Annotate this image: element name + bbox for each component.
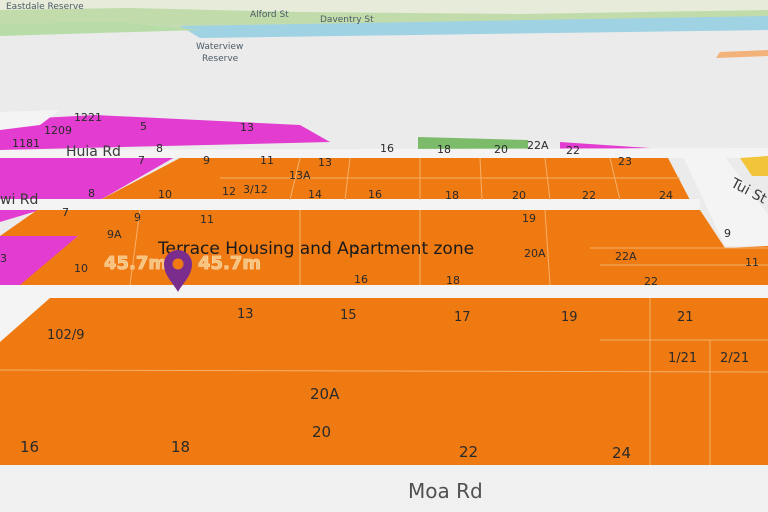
road-moa [0, 465, 768, 512]
street-label-daventry: Daventry St [320, 15, 374, 25]
road-diagonal [0, 298, 50, 342]
lot-number: 18 [445, 189, 459, 202]
lot-number: 22 [582, 189, 596, 202]
lot-number: 1209 [44, 124, 72, 137]
lot-number: 13 [240, 121, 254, 134]
lot-number: 16 [20, 438, 39, 456]
place-label-waterview: Waterview [196, 42, 243, 52]
background-reserve [0, 22, 200, 36]
lot-number: 22 [459, 443, 478, 461]
lot-number: 1181 [12, 137, 40, 150]
lot-number: 2/21 [720, 351, 749, 366]
mixed-zone-bottom [0, 236, 78, 292]
lot-number: 15 [340, 308, 357, 323]
lot-number: 22 [644, 275, 658, 288]
lot-number: 13A [289, 169, 311, 182]
lot-number: 23 [618, 155, 632, 168]
lot-number: 5 [140, 120, 147, 133]
lot-number: 20 [494, 143, 508, 156]
lot-number: 16 [354, 273, 368, 286]
thab-block-3 [0, 295, 768, 465]
lot-number: 19 [522, 212, 536, 225]
road-curve [0, 110, 60, 130]
lot-number: 9 [134, 211, 141, 224]
lot-number: 8 [156, 142, 163, 155]
lot-number: 22A [615, 250, 637, 263]
road-kiwi [0, 199, 700, 210]
lot-number: 7 [62, 206, 69, 219]
lot-number: 18 [446, 274, 460, 287]
lot-number: 18 [437, 143, 451, 156]
lot-number: 21 [677, 310, 694, 325]
lot-number: 13 [237, 307, 254, 322]
lot-number: 20 [312, 423, 331, 441]
background-zone-strip [716, 50, 768, 58]
lot-number: 20A [310, 385, 340, 403]
lot-number: 13 [318, 156, 332, 169]
place-label-reserve: Reserve [202, 54, 239, 64]
lot-number: 9A [107, 228, 122, 241]
lot-number: 8 [88, 187, 95, 200]
lot-number: 3/12 [243, 183, 268, 196]
lot-number: 1/21 [668, 351, 697, 366]
lot-boundaries [0, 157, 768, 465]
measurement-label-right: 45.7m [198, 253, 261, 274]
thab-block-1 [100, 158, 690, 200]
lot-number: 24 [659, 189, 673, 202]
location-pin-icon[interactable] [164, 250, 192, 292]
lot-number: 10 [158, 188, 172, 201]
mixed-zone-left [0, 157, 175, 200]
lot-number: 9 [203, 154, 210, 167]
water-inlet [180, 16, 768, 38]
street-label-kiwi: wi Rd [0, 192, 38, 208]
street-label-huia: Huia Rd [66, 144, 121, 160]
lot-number: 22 [566, 144, 580, 157]
open-space-zone [418, 137, 528, 152]
lot-number: 7 [138, 154, 145, 167]
lot-number: 11 [745, 256, 759, 269]
road-middle [0, 285, 768, 298]
thab-block-2 [0, 208, 768, 285]
measurement-label-left: 45.7m [104, 253, 167, 274]
business-zone-corner [740, 156, 768, 176]
lot-numbers: 1221 5 13 1209 1181 7 8 9 11 13 16 18 20… [0, 111, 759, 462]
street-label-moa: Moa Rd [408, 479, 483, 503]
lot-number: 20A [524, 247, 546, 260]
road-tui [680, 150, 768, 246]
lot-number: 102/9 [47, 328, 84, 343]
lot-number: 3 [0, 252, 7, 265]
lot-number: 10 [74, 262, 88, 275]
road-huia [0, 148, 768, 158]
lot-number: 11 [200, 213, 214, 226]
lot-number: 17 [454, 310, 471, 325]
lot-number: 20 [512, 189, 526, 202]
lot-number: 12 [222, 185, 236, 198]
mixed-zone-top [0, 115, 330, 150]
lot-number: 2 [353, 244, 360, 257]
lot-number: 1221 [74, 111, 102, 124]
lot-number: 16 [368, 188, 382, 201]
lot-number: 11 [260, 154, 274, 167]
lot-number: 18 [171, 438, 190, 456]
mixed-zone-right [560, 142, 650, 150]
lot-number: 16 [380, 142, 394, 155]
lot-number: 22A [527, 139, 549, 152]
place-label-eastdale: Eastdale Reserve [6, 2, 84, 12]
street-label-alford: Alford St [250, 10, 289, 20]
lot-number: 24 [612, 444, 631, 462]
zone-label: Terrace Housing and Apartment zone [157, 239, 474, 259]
lot-number: 9 [724, 227, 731, 240]
lot-number: 19 [561, 310, 578, 325]
lot-number: 14 [308, 188, 322, 201]
